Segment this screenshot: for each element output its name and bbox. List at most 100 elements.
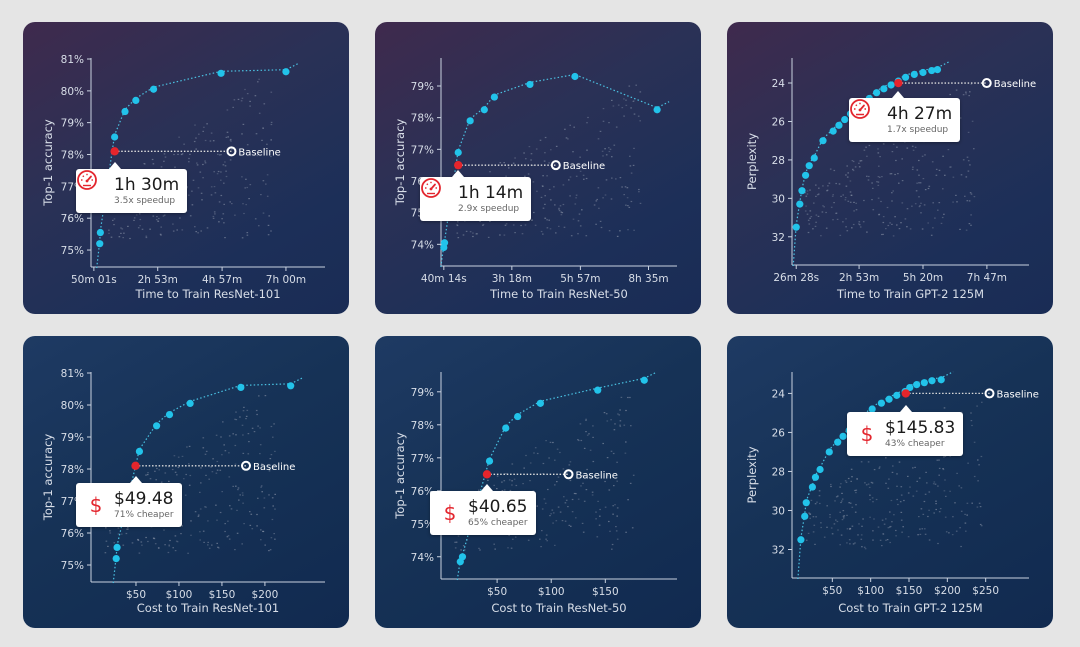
x-axis-label: Cost to Train ResNet-101 bbox=[137, 601, 280, 615]
data-point bbox=[458, 553, 467, 561]
y-tick-label: 79% bbox=[411, 387, 434, 399]
callout-pointer bbox=[480, 484, 493, 491]
highlight-point bbox=[131, 461, 140, 470]
baseline-marker bbox=[550, 160, 561, 171]
speedometer-icon bbox=[421, 178, 452, 211]
y-tick-label: 32 bbox=[772, 544, 785, 556]
data-point bbox=[841, 115, 849, 124]
callout-pointer bbox=[452, 170, 465, 177]
data-point bbox=[96, 240, 104, 248]
background-scatter bbox=[103, 78, 273, 240]
x-tick-label: 4h 57m bbox=[202, 274, 242, 286]
data-point bbox=[440, 239, 449, 247]
data-point bbox=[132, 96, 140, 104]
data-point bbox=[514, 412, 522, 421]
y-tick-label: 79% bbox=[61, 432, 84, 444]
data-point bbox=[112, 555, 120, 563]
x-tick-label: $150 bbox=[896, 585, 923, 597]
x-tick-label: $50 bbox=[822, 585, 842, 597]
data-point bbox=[839, 432, 847, 440]
callout-pointer bbox=[108, 162, 121, 169]
y-tick-label: 74% bbox=[411, 239, 434, 251]
speedometer-icon bbox=[850, 99, 881, 132]
y-tick-label: 32 bbox=[772, 232, 785, 244]
data-point bbox=[798, 187, 806, 195]
pareto-curve bbox=[440, 73, 670, 268]
baseline-marker bbox=[984, 388, 995, 399]
callout-box: 1h 30m 3.5x speedup bbox=[76, 162, 188, 213]
chart-svg: 24 26 28 30 32 26m 28s 2h 53m 5h 20m 7h 47m Time … bbox=[745, 58, 1036, 301]
y-tick-label: 79% bbox=[411, 81, 434, 93]
callout-box: 1h 14m 2.9x speedup bbox=[420, 170, 532, 221]
y-tick-label: 77% bbox=[411, 453, 434, 465]
data-point bbox=[217, 69, 225, 77]
highlight-point bbox=[901, 389, 911, 398]
y-tick-label: 75% bbox=[61, 245, 84, 257]
baseline-label: Baseline bbox=[563, 161, 605, 172]
data-point bbox=[801, 512, 809, 520]
chart-panel-4: 75% 76% 77% 78% 79% 80% 81% $50 $100 $150 $200 Cost… bbox=[23, 336, 349, 628]
x-axis-label: Time to Train GPT-2 125M bbox=[836, 287, 984, 301]
data-point bbox=[282, 68, 290, 76]
data-point bbox=[526, 80, 534, 89]
data-point bbox=[466, 117, 474, 125]
data-point bbox=[825, 448, 833, 456]
data-point bbox=[502, 424, 510, 432]
y-tick-label: 78% bbox=[61, 464, 84, 476]
data-point bbox=[816, 465, 824, 474]
x-tick-label: $50 bbox=[487, 586, 507, 598]
data-point bbox=[536, 399, 544, 407]
dollar-icon: $ bbox=[860, 422, 874, 446]
data-point bbox=[829, 127, 837, 135]
y-tick-label: 79% bbox=[61, 118, 84, 130]
data-point bbox=[287, 382, 295, 390]
x-tick-label: $250 bbox=[972, 585, 999, 597]
data-point bbox=[910, 70, 918, 79]
callout-value: $49.48 bbox=[114, 489, 174, 509]
data-point bbox=[796, 200, 804, 208]
pareto-curve bbox=[792, 61, 950, 267]
y-axis-label: Perplexity bbox=[745, 133, 759, 190]
callout-pointer bbox=[892, 91, 905, 98]
data-point bbox=[937, 376, 945, 384]
y-tick-label: 81% bbox=[61, 368, 84, 380]
x-tick-label: 7h 47m bbox=[967, 272, 1007, 284]
x-tick-label: 8h 35m bbox=[628, 273, 668, 285]
y-tick-label: 28 bbox=[772, 466, 785, 478]
data-point bbox=[805, 162, 813, 170]
dollar-icon: $ bbox=[89, 493, 103, 517]
data-point bbox=[153, 422, 161, 430]
data-point bbox=[877, 399, 885, 407]
data-point bbox=[868, 405, 876, 413]
baseline-label: Baseline bbox=[576, 470, 618, 481]
x-tick-label: $100 bbox=[166, 589, 193, 601]
data-point bbox=[490, 93, 498, 101]
baseline-label: Baseline bbox=[238, 147, 280, 158]
data-point bbox=[111, 133, 119, 141]
highlight-point bbox=[110, 147, 119, 156]
x-axis-label: Time to Train ResNet-101 bbox=[134, 287, 280, 301]
callout-note: 65% cheaper bbox=[468, 518, 528, 528]
data-point bbox=[810, 154, 818, 162]
y-tick-label: 76% bbox=[411, 486, 434, 498]
baseline-marker bbox=[981, 78, 992, 89]
y-tick-label: 24 bbox=[772, 78, 786, 90]
x-tick-label: 2h 53m bbox=[138, 274, 178, 286]
y-axis-label: Top-1 accuracy bbox=[393, 432, 407, 520]
y-tick-label: 78% bbox=[411, 113, 434, 125]
x-tick-label: 5h 57m bbox=[560, 273, 600, 285]
data-point bbox=[149, 85, 158, 93]
data-point bbox=[571, 72, 579, 81]
y-axis-label: Top-1 accuracy bbox=[393, 119, 407, 207]
x-tick-label: $150 bbox=[592, 586, 619, 598]
data-point bbox=[893, 391, 901, 399]
data-point bbox=[920, 379, 928, 387]
background-scatter bbox=[103, 395, 276, 554]
data-point bbox=[913, 381, 921, 389]
x-tick-label: 5h 20m bbox=[903, 272, 943, 284]
callout-note: 1.7x speedup bbox=[887, 125, 949, 135]
x-tick-label: 50m 01s bbox=[71, 274, 117, 286]
callout-pointer bbox=[899, 405, 912, 412]
